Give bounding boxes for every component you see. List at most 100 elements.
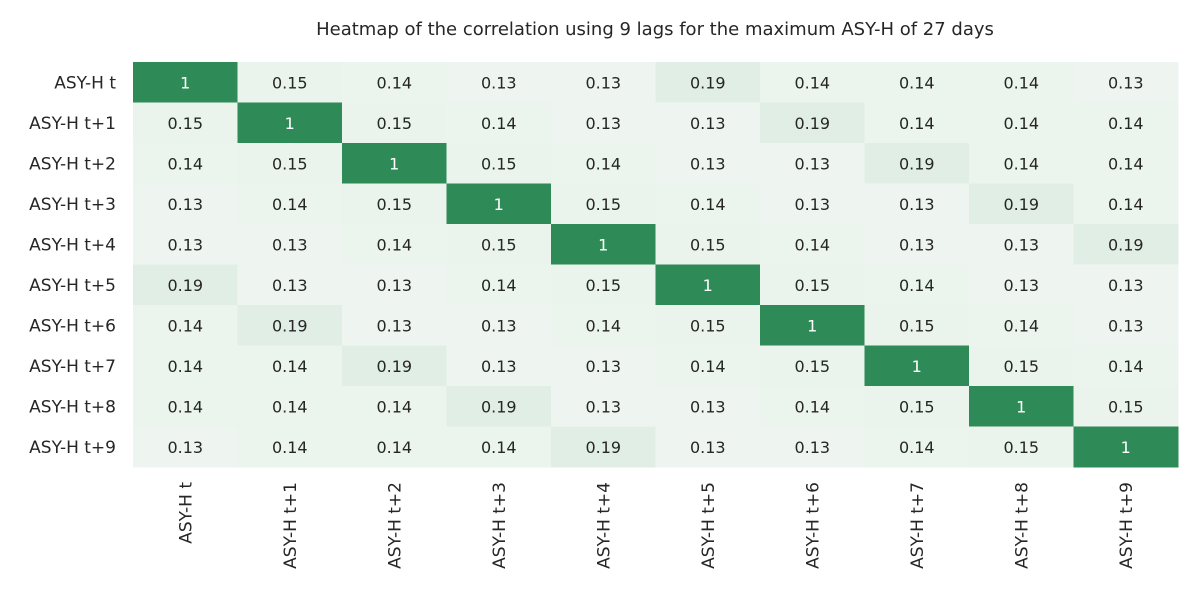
heatmap-cell [237, 102, 343, 144]
cell-value-label: 0.13 [272, 235, 308, 254]
heatmap-cell [864, 62, 970, 103]
heatmap-cell [133, 345, 238, 387]
heatmap-cell [342, 264, 447, 306]
cell-value-label: 0.19 [794, 114, 830, 133]
cell-value-label: 0.14 [899, 276, 935, 295]
column-tick-label: ASY-H t+6 [803, 482, 823, 569]
heatmap-cell [133, 183, 238, 225]
cell-value-label: 0.14 [272, 357, 308, 376]
cell-value-label: 0.15 [376, 195, 412, 214]
cell-value-label: 0.14 [272, 438, 308, 457]
cell-value-label: 0.14 [1108, 154, 1144, 173]
heatmap-cell [133, 305, 238, 346]
cell-value-label: 0.15 [272, 154, 308, 173]
heatmap-cell [133, 426, 238, 468]
heatmap-cell [760, 62, 865, 103]
row-tick-label: ASY-H t+6 [29, 316, 116, 336]
column-tick-label: ASY-H t+1 [281, 482, 301, 569]
heatmap-cell [1073, 426, 1179, 468]
cell-value-label: 0.19 [376, 357, 412, 376]
heatmap-cell [1073, 305, 1179, 346]
heatmap-cell [864, 386, 970, 427]
row-tick-labels: ASY-H t ASY-H t+1 ASY-H t+2 ASY-H t+3 ASY-H … [29, 73, 116, 458]
heatmap-cell [446, 143, 552, 184]
heatmap-cell [237, 183, 343, 225]
heatmap-cell [342, 224, 447, 265]
cell-value-label: 0.14 [690, 357, 726, 376]
cell-value-label: 0.14 [585, 316, 621, 335]
heatmap-cell [969, 143, 1074, 184]
cell-value-label: 0.19 [167, 276, 203, 295]
cell-value-label: 0.19 [585, 438, 621, 457]
cell-value-label: 0.14 [794, 235, 830, 254]
heatmap-cell [446, 102, 552, 144]
cell-value-label: 0.13 [1003, 235, 1039, 254]
cell-value-label: 0.13 [376, 276, 412, 295]
heatmap-cell [551, 426, 656, 468]
cell-value-label: 0.15 [585, 195, 621, 214]
heatmap-cell [655, 183, 761, 225]
row-tick-label: ASY-H t+1 [29, 114, 116, 134]
column-tick-label: ASY-H t [176, 482, 196, 544]
heatmap-cell [1073, 102, 1179, 144]
cell-value-label: 0.13 [585, 397, 621, 416]
cell-value-label: 0.14 [794, 397, 830, 416]
cell-value-label: 0.13 [690, 154, 726, 173]
cell-value-label: 0.14 [899, 73, 935, 92]
cell-value-label: 0.15 [272, 73, 308, 92]
cell-value-label: 0.13 [585, 114, 621, 133]
cell-value-label: 0.15 [481, 235, 517, 254]
cell-value-label: 0.15 [794, 357, 830, 376]
heatmap-cell [133, 102, 238, 144]
heatmap-cell [655, 386, 761, 427]
heatmap-cell-labels: 1 0.15 0.14 0.13 0.13 0.19 0.14 0.14 0.14 0.13 0.1… [167, 73, 1143, 457]
heatmap-cell [864, 183, 970, 225]
heatmap-cell [551, 345, 656, 387]
heatmap-cell [446, 264, 552, 306]
heatmap-cell [864, 102, 970, 144]
cell-value-label: 0.14 [376, 235, 412, 254]
cell-value-label: 0.14 [167, 316, 203, 335]
heatmap-cell [133, 62, 238, 103]
row-tick-label: ASY-H t+4 [29, 235, 116, 255]
row-tick-label: ASY-H t+3 [29, 195, 116, 215]
cell-value-label: 1 [389, 154, 399, 173]
heatmap-cell [760, 183, 865, 225]
heatmap-cell [1073, 224, 1179, 265]
heatmap-cell [864, 224, 970, 265]
heatmap-cell [446, 386, 552, 427]
cell-value-label: 0.14 [899, 438, 935, 457]
row-tick-label: ASY-H t+8 [29, 397, 116, 417]
cell-value-label: 0.13 [899, 195, 935, 214]
cell-value-label: 0.19 [690, 73, 726, 92]
cell-value-label: 0.15 [481, 154, 517, 173]
cell-value-label: 0.13 [376, 316, 412, 335]
cell-value-label: 0.13 [167, 195, 203, 214]
heatmap-cell [133, 386, 238, 427]
cell-value-label: 0.13 [690, 114, 726, 133]
cell-value-label: 1 [912, 357, 922, 376]
column-tick-label: ASY-H t+7 [908, 482, 928, 569]
cell-value-label: 0.14 [1108, 114, 1144, 133]
heatmap-cell [969, 224, 1074, 265]
heatmap-cell [760, 264, 865, 306]
cell-value-label: 0.13 [690, 438, 726, 457]
cell-value-label: 1 [285, 114, 295, 133]
cell-value-label: 0.13 [481, 316, 517, 335]
heatmap-cell [133, 224, 238, 265]
row-tick-label: ASY-H t+9 [29, 438, 116, 458]
cell-value-label: 0.14 [1108, 195, 1144, 214]
cell-value-label: 0.19 [481, 397, 517, 416]
heatmap-cell [1073, 386, 1179, 427]
cell-value-label: 0.15 [1003, 357, 1039, 376]
heatmap-cell [551, 143, 656, 184]
heatmap-cell [342, 386, 447, 427]
heatmap-cell [655, 224, 761, 265]
heatmap-cell [551, 305, 656, 346]
heatmap-cell [864, 264, 970, 306]
chart-title: Heatmap of the correlation using 9 lags … [316, 19, 994, 40]
column-tick-labels: ASY-H t ASY-H t+1 ASY-H t+2 ASY-H t+3 ASY-H … [176, 482, 1137, 569]
cell-value-label: 0.14 [794, 73, 830, 92]
row-tick-label: ASY-H t+5 [29, 276, 116, 296]
